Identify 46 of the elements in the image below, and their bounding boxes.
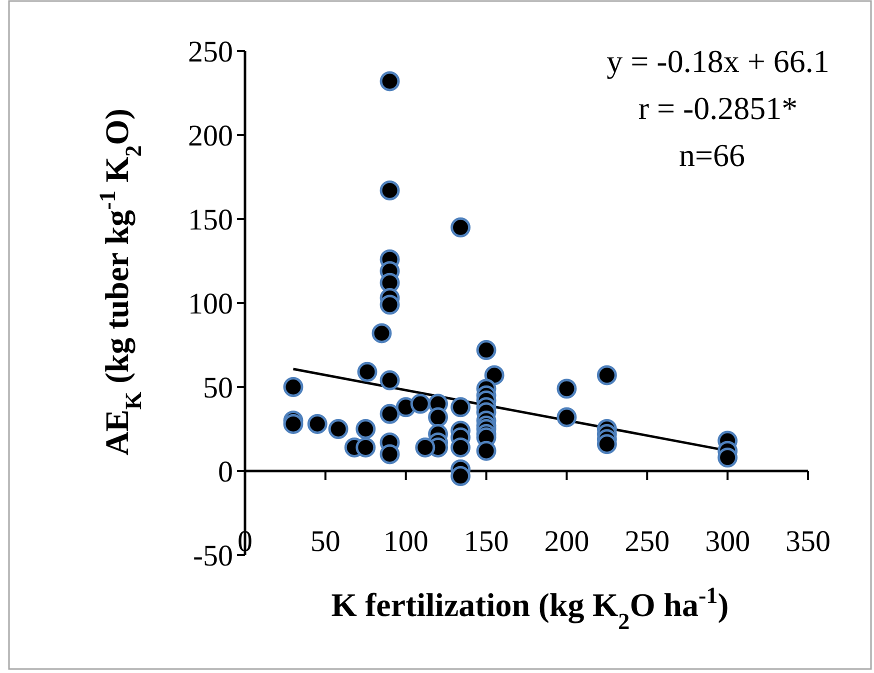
point <box>410 394 430 414</box>
y-tick-label: 100 <box>188 288 233 320</box>
point <box>596 434 617 454</box>
point <box>356 419 376 439</box>
x-tick-label: 350 <box>786 525 830 558</box>
point <box>596 365 617 386</box>
annotation: y = -0.18x + 66.1 <box>606 43 830 79</box>
point <box>380 444 400 464</box>
point <box>450 217 471 238</box>
point <box>380 294 400 315</box>
x-tick-label: 100 <box>383 525 428 558</box>
y-tick-label: 250 <box>188 36 233 68</box>
point <box>450 466 471 486</box>
annotation: n=66 <box>678 137 746 173</box>
point <box>356 438 376 458</box>
point <box>283 377 304 397</box>
y-tick-label: 0 <box>218 456 233 488</box>
point <box>476 440 496 461</box>
y-tick-label: 150 <box>188 204 233 236</box>
x-tick-label: 300 <box>705 525 750 558</box>
point <box>484 365 504 386</box>
y-tick-label: 200 <box>188 120 233 152</box>
x-tick-label: 50 <box>310 525 340 558</box>
x-tick-label: 250 <box>624 525 670 558</box>
annotation: r = -0.2851* <box>638 90 798 126</box>
point <box>718 448 738 468</box>
point <box>380 71 400 92</box>
point <box>476 340 496 360</box>
point <box>415 438 436 458</box>
x-axis-title: K fertilization (kg K$_{2}$O ha$^{-1}$) <box>331 582 729 634</box>
x-tick-label: 150 <box>464 525 509 558</box>
y-tick-label: -50 <box>193 540 233 572</box>
point <box>428 407 448 428</box>
point <box>328 419 348 439</box>
point <box>380 370 400 390</box>
point <box>307 414 328 434</box>
x-tick-label: 200 <box>544 525 590 558</box>
point <box>380 180 400 200</box>
point <box>372 323 392 344</box>
y-tick-label: 50 <box>203 372 233 404</box>
point <box>556 407 577 428</box>
point <box>380 404 400 424</box>
point <box>450 438 471 458</box>
point <box>450 397 471 418</box>
point <box>556 378 577 399</box>
point <box>357 362 378 382</box>
